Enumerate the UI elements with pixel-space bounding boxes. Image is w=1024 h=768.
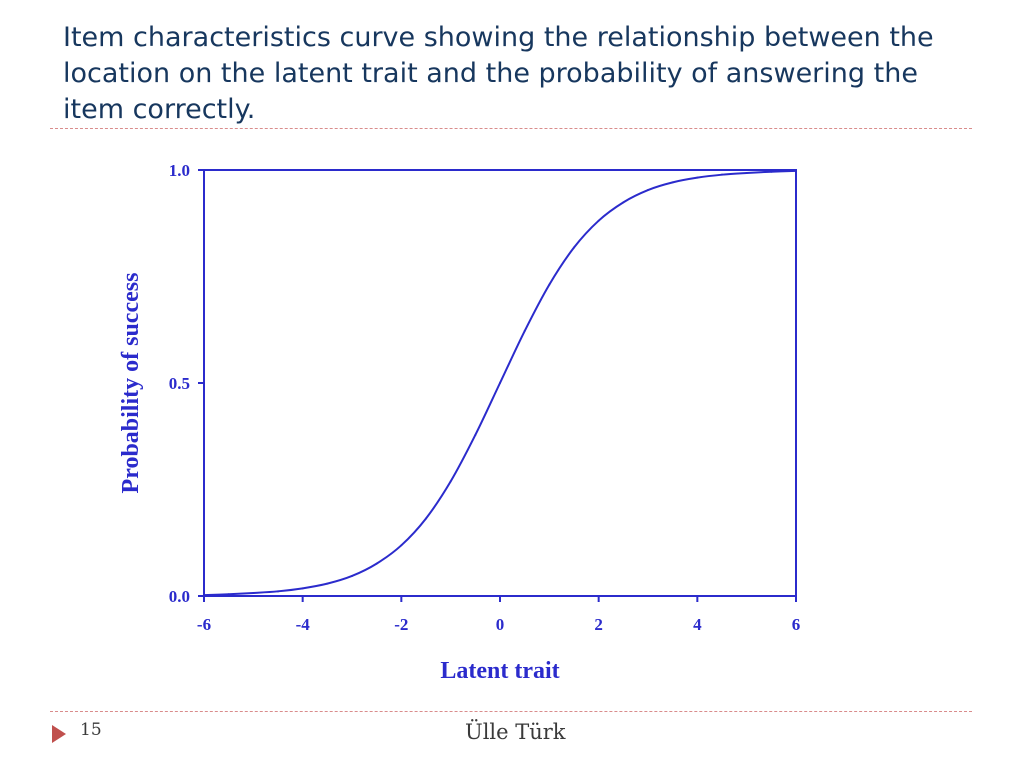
x-tick-label: 0 xyxy=(496,615,505,634)
x-tick-label: -2 xyxy=(394,615,408,634)
data-point xyxy=(425,517,427,520)
x-tick-label: 6 xyxy=(792,615,801,634)
data-point xyxy=(647,189,649,192)
data-point xyxy=(671,181,674,184)
y-axis-ticks: 0.0 0.5 1.0 xyxy=(169,161,204,606)
data-point xyxy=(721,173,723,176)
data-point xyxy=(745,171,748,174)
footer-divider xyxy=(50,711,972,712)
x-tick-label: -4 xyxy=(296,615,311,634)
data-point xyxy=(795,169,797,172)
data-point xyxy=(400,544,403,547)
series-points xyxy=(203,169,797,597)
slide-title: Item characteristics curve showing the r… xyxy=(63,22,934,125)
data-point xyxy=(474,433,477,436)
data-point xyxy=(351,574,353,577)
x-axis-ticks: -6 -4 -2 0 2 4 6 xyxy=(197,596,800,634)
x-tick-label: 2 xyxy=(594,615,603,634)
y-tick-label: 1.0 xyxy=(169,161,190,180)
data-point xyxy=(203,594,205,597)
data-point xyxy=(573,246,575,249)
data-point xyxy=(548,283,551,286)
data-point xyxy=(227,593,230,596)
y-tick-label: 0.0 xyxy=(169,587,190,606)
title-divider xyxy=(50,128,972,129)
data-point xyxy=(301,587,304,590)
y-axis-label: Probability of success xyxy=(118,273,144,494)
data-point xyxy=(499,382,501,384)
chart-svg: 0.0 0.5 1.0 -6 -4 -2 0 2 4 6 Latent trait Probab… xyxy=(118,161,800,684)
data-point xyxy=(770,170,773,173)
data-point xyxy=(252,592,255,595)
triangle-right-icon xyxy=(52,725,66,743)
x-tick-label: -6 xyxy=(197,615,211,634)
data-point xyxy=(622,201,625,204)
data-point xyxy=(696,176,699,179)
footer-author: Ülle Türk xyxy=(465,720,566,744)
data-point xyxy=(449,480,452,483)
data-point xyxy=(277,590,279,593)
data-point xyxy=(523,330,526,333)
x-tick-label: 4 xyxy=(693,615,702,634)
data-point xyxy=(375,562,378,565)
page-number: 15 xyxy=(80,720,102,740)
data-point xyxy=(326,582,329,585)
item-characteristic-curve-chart: 0.0 0.5 1.0 -6 -4 -2 0 2 4 6 Latent trait Probab… xyxy=(100,150,820,695)
y-tick-label: 0.5 xyxy=(169,374,190,393)
data-point xyxy=(597,219,600,222)
x-axis-label: Latent trait xyxy=(440,658,559,684)
